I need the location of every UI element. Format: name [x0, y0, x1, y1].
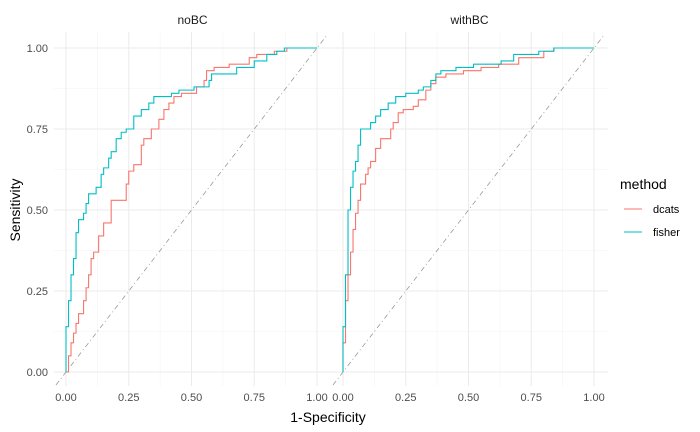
y-tick-label: 0.00 [27, 367, 48, 379]
x-tick-label: 0.75 [521, 392, 542, 404]
legend-title: method [620, 176, 667, 192]
legend-label-fisher: fisher [653, 227, 680, 239]
x-tick-label: 1.00 [583, 392, 604, 404]
x-tick-label: 0.00 [55, 392, 76, 404]
x-tick-label: 0.50 [458, 392, 479, 404]
legend-entry-dcats: dcats [624, 204, 680, 216]
roc-curve-dcats-nobc [66, 47, 317, 373]
roc-curve-dcats-withbc [342, 47, 594, 372]
strip-label-withbc: withBC [449, 13, 488, 27]
diagonal-reference-line [332, 34, 605, 386]
panel-nobc: noBC 0.00 0.25 0.50 0.75 1.00 0.00 0.25 0.50 0.75… [27, 13, 331, 404]
y-tick-label: 0.75 [27, 124, 48, 136]
y-axis-title: Sensitivity [7, 178, 23, 241]
strip-label-nobc: noBC [177, 13, 207, 27]
y-tick-label: 1.00 [27, 43, 48, 55]
y-tick-label: 0.50 [27, 205, 48, 217]
x-tick-label: 0.00 [332, 392, 353, 404]
x-tick-label: 1.00 [306, 392, 327, 404]
legend-entry-fisher: fisher [624, 227, 680, 239]
panel-withbc: withBC 0.00 0.25 0.50 0.75 1.00 [331, 13, 608, 404]
diagonal-reference-line [55, 34, 328, 386]
roc-curve-fisher-withbc [342, 47, 594, 372]
x-axis-title: 1-Specificity [290, 409, 365, 425]
x-tick-label: 0.25 [118, 392, 139, 404]
x-tick-label: 0.50 [181, 392, 202, 404]
legend-label-dcats: dcats [653, 204, 680, 216]
y-tick-label: 0.25 [27, 286, 48, 298]
roc-curve-fisher-nobc [65, 47, 317, 372]
legend: method dcats fisher [620, 176, 680, 239]
x-tick-label: 0.25 [395, 392, 416, 404]
x-tick-label: 0.75 [244, 392, 265, 404]
